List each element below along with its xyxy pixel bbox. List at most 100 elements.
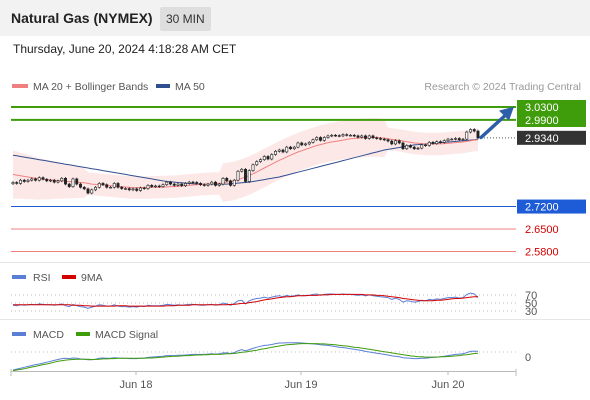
macd-legend-swatch — [12, 332, 26, 336]
candle-body — [15, 182, 19, 184]
chart-datetime: Thursday, June 20, 2024 4:18:28 AM CET — [13, 42, 237, 56]
candle-body — [476, 130, 480, 139]
candle-body — [157, 185, 161, 188]
candle-body — [37, 177, 41, 181]
candle-body — [45, 178, 49, 182]
macd-signal-legend-label: MACD Signal — [95, 329, 158, 341]
candle-body — [435, 141, 439, 144]
candle-body — [101, 183, 105, 186]
ma50-legend-swatch — [156, 84, 170, 88]
candle-body — [97, 183, 101, 188]
candle-body — [131, 188, 135, 191]
candle-body — [109, 186, 112, 189]
candle-body — [296, 142, 300, 148]
candle-body — [105, 184, 109, 188]
candle-body — [11, 182, 15, 185]
candle-body — [386, 139, 390, 142]
candle-body — [90, 189, 94, 194]
candle-body — [356, 135, 360, 138]
pivot-level-badge — [517, 199, 586, 214]
candle-body — [26, 179, 30, 182]
projection-arrow-head — [499, 106, 514, 121]
price-levels — [11, 106, 516, 252]
candle-body — [229, 180, 232, 186]
time-axis: Jun 18 Jun 19 Jun 20 — [10, 369, 517, 391]
candle-body — [161, 184, 165, 187]
candle-body — [465, 131, 469, 140]
rsi-ma-line — [13, 293, 478, 307]
candle-body — [349, 134, 352, 137]
candle-body — [412, 146, 416, 150]
candle-body — [247, 170, 251, 182]
candle-body — [442, 140, 446, 143]
timeframe-badge[interactable]: 30 MIN — [160, 7, 211, 31]
candle-body — [270, 154, 274, 160]
candle-body — [461, 138, 465, 141]
candle-body — [71, 178, 75, 187]
candle-body — [394, 140, 397, 145]
candle-body — [334, 134, 337, 137]
candle-body — [289, 146, 292, 150]
candle-body — [322, 137, 326, 141]
candle-body — [60, 177, 64, 182]
candle-body — [142, 187, 146, 190]
candle-body — [292, 146, 296, 150]
candle-body — [360, 135, 364, 138]
ma20-legend-swatch — [12, 84, 28, 88]
candle-body — [202, 184, 206, 186]
candle-body — [405, 145, 409, 150]
candle-body — [236, 170, 240, 181]
candle-body — [450, 138, 454, 141]
rsi-ma-legend-swatch — [62, 275, 76, 279]
support-level-label: 2.6500 — [525, 224, 559, 236]
candle-body — [304, 143, 307, 146]
projection-arrow-shaft — [479, 113, 507, 140]
rsi-tick-label: 70 — [525, 290, 537, 302]
candle-body — [67, 183, 71, 187]
candle-body — [364, 135, 367, 139]
last_price-level-badge — [517, 130, 586, 145]
macd-line — [12, 342, 479, 371]
bollinger-band-area — [13, 118, 478, 202]
candle-body — [311, 139, 315, 143]
candle-body — [427, 142, 431, 146]
ma20-legend-label: MA 20 + Bollinger Bands — [33, 81, 148, 93]
candle-body — [472, 129, 476, 132]
candle-body — [176, 183, 180, 186]
candle-body — [75, 178, 79, 185]
candle-body — [165, 181, 169, 186]
candle-body — [56, 180, 60, 183]
time-axis-label: Jun 20 — [431, 379, 464, 391]
macd-tick-label: 0 — [525, 352, 531, 364]
candle-body — [195, 182, 199, 184]
time-axis-label: Jun 19 — [284, 379, 317, 391]
candle-body — [416, 147, 420, 150]
candle-body — [341, 134, 345, 137]
candle-body — [439, 141, 442, 143]
candle-body — [240, 168, 244, 172]
support-level-label: 2.5800 — [525, 247, 559, 259]
candle-body — [262, 156, 266, 160]
candle-body — [232, 179, 236, 186]
rsi-legend-swatch — [12, 275, 26, 279]
candle-body — [431, 142, 435, 144]
candle-body — [169, 181, 172, 185]
candle-body — [86, 188, 90, 194]
candle-body — [154, 185, 157, 188]
candle-body — [285, 146, 289, 153]
candle-body — [49, 179, 52, 182]
candle-body — [127, 188, 131, 191]
research-credit: Research © 2024 Trading Central — [424, 81, 581, 93]
candle-body — [135, 188, 139, 191]
candle-body — [64, 177, 67, 185]
candle-body — [199, 183, 202, 186]
candle-body — [244, 168, 247, 182]
candle-body — [19, 179, 22, 184]
candle-body — [397, 140, 401, 144]
candle-body — [94, 186, 97, 191]
candle-body — [139, 187, 142, 191]
candle-body — [326, 135, 330, 138]
